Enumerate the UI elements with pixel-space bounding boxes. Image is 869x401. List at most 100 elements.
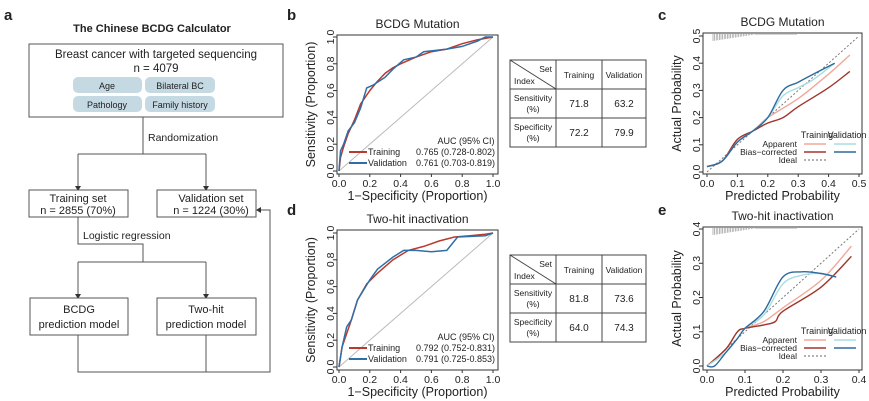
legend-col-validation: Validation: [828, 130, 867, 140]
table-header: Training: [564, 70, 595, 80]
table-corner-set: Set: [539, 259, 552, 269]
table-corner-set: Set: [539, 64, 552, 74]
table-cell: 64.0: [569, 323, 589, 334]
panel-label-b: b: [287, 7, 296, 24]
y-tick-label: 0.4: [325, 110, 337, 125]
panel-label-a: a: [4, 7, 13, 24]
legend-series-name: Validation: [368, 354, 407, 364]
logistic-label: Logistic regression: [83, 230, 171, 242]
legend-col-validation: Validation: [828, 326, 867, 336]
x-tick-label: 0.3: [814, 374, 829, 386]
y-tick-label: 0.3: [691, 256, 703, 271]
feature-bilateral: Bilateral BC: [156, 81, 204, 91]
reference-diagonal: [338, 36, 494, 172]
x-axis-label: 1−Specificity (Proportion): [348, 189, 488, 203]
plot-frame: [336, 34, 499, 175]
calibration-curve-val-bias: [706, 62, 836, 168]
legend-row-label: Apparent: [763, 335, 798, 345]
cohort-n: n = 4079: [133, 63, 178, 75]
y-tick-label: 0.4: [691, 56, 703, 71]
x-axis-label: 1−Specificity (Proportion): [348, 385, 488, 399]
table-cell: 73.6: [614, 294, 634, 305]
validation-title: Validation set: [178, 193, 243, 205]
y-tick-label: 0.4: [691, 222, 703, 237]
y-tick-label: 0.8: [325, 252, 337, 267]
table-cell: 72.2: [569, 128, 589, 139]
table-corner-index: Index: [514, 76, 536, 86]
x-tick-label: 0.4: [393, 374, 408, 386]
x-tick-label: 0.2: [776, 374, 791, 386]
x-tick-label: 0.0: [700, 374, 715, 386]
legend-row-label: Bias−corrected: [740, 147, 797, 157]
calibration-curve-train-bias: [706, 255, 852, 367]
x-tick-label: 0.6: [424, 374, 439, 386]
legend-auc: 0.765 (0.728-0.802): [416, 147, 495, 157]
table-header: Validation: [606, 70, 643, 80]
legend-row-label: Apparent: [763, 139, 798, 149]
table-corner-diagonal: [509, 59, 557, 90]
chart-1: BCDG Mutation 0.0 0.2 0.4 0.6 0.8 1.0 0.0 0.2 0.4…: [304, 17, 500, 203]
feature-pill-pathology: [73, 96, 142, 112]
y-axis-label: Sensitivity (Proportion): [304, 237, 318, 363]
legend-auc: 0.792 (0.752-0.831): [416, 343, 495, 353]
y-axis-label: Actual Probability: [670, 249, 684, 346]
y-tick-label: 0.1: [691, 324, 703, 339]
panel-label-e: e: [658, 202, 666, 219]
table-row-unit: (%): [526, 299, 539, 309]
feature-pill-bilateral: [145, 77, 215, 93]
x-tick-label: 0.4: [393, 178, 408, 190]
x-tick-label: 0.6: [424, 178, 439, 190]
twohit-model-sub: prediction model: [166, 319, 247, 331]
y-tick-label: 0.3: [691, 83, 703, 98]
x-axis-label: Predicted Probability: [725, 385, 840, 399]
x-axis-label: Predicted Probability: [725, 189, 840, 203]
chart-title: Two-hit inactivation: [366, 212, 468, 226]
legend-row-label: Ideal: [779, 155, 798, 165]
twohit-model-title: Two-hit: [188, 304, 223, 316]
validation-box: [156, 189, 257, 218]
x-tick-label: 0.8: [455, 178, 470, 190]
x-tick-label: 0.5: [852, 178, 867, 190]
y-tick-label: 0.2: [325, 137, 337, 152]
x-tick-label: 0.2: [362, 374, 377, 386]
chart-title: BCDG Mutation: [375, 17, 459, 31]
legend-header: AUC (95% CI): [437, 136, 494, 146]
y-tick-label: 0.4: [325, 306, 337, 321]
table-cell: 74.3: [614, 323, 634, 334]
legend-series-name: Training: [368, 147, 400, 157]
y-tick-label: 1.0: [325, 226, 337, 241]
roc-curve-training: [338, 36, 494, 172]
flowchart: The Chinese BCDG Calculator Breast cance…: [28, 23, 284, 373]
connectors: [77, 117, 271, 373]
table-row-unit: (%): [526, 328, 539, 338]
charts: BCDG Mutation 0.0 0.2 0.4 0.6 0.8 1.0 0.0 0.2 0.4…: [304, 15, 866, 399]
table-corner-diagonal: [509, 254, 557, 285]
y-tick-label: 0.2: [691, 290, 703, 305]
chart-3: Two-hit inactivation 0.0 0.2 0.4 0.6 0.8 1.0 0.…: [304, 212, 500, 399]
x-tick-label: 0.2: [362, 178, 377, 190]
bcdg-model-sub: prediction model: [39, 319, 120, 331]
table-row-unit: (%): [526, 104, 539, 114]
feature-pill-family: [145, 96, 215, 112]
legend-row-label: Ideal: [779, 351, 798, 361]
y-tick-label: 0.2: [691, 110, 703, 125]
x-tick-label: 0.2: [760, 178, 775, 190]
table-row-label: Sensitivity: [514, 93, 553, 103]
feature-family: Family history: [152, 100, 208, 110]
table-row-label: Specificity: [514, 122, 553, 132]
table-cell: 79.9: [614, 128, 634, 139]
x-tick-label: 0.0: [700, 178, 715, 190]
x-tick-label: 0.4: [821, 178, 836, 190]
bcdg-model-title: BCDG: [63, 304, 95, 316]
legend-series-name: Training: [368, 343, 400, 353]
y-tick-label: 0.8: [325, 56, 337, 71]
chart-2: BCDG Mutation 0.0 0.1 0.2 0.3 0.4 0.5 0.0 0.1 0.2…: [670, 15, 866, 203]
y-tick-label: 0.6: [325, 83, 337, 98]
legend-col-training: Training: [801, 130, 833, 140]
training-box: [28, 189, 129, 218]
y-axis-label: Actual Probability: [670, 54, 684, 151]
